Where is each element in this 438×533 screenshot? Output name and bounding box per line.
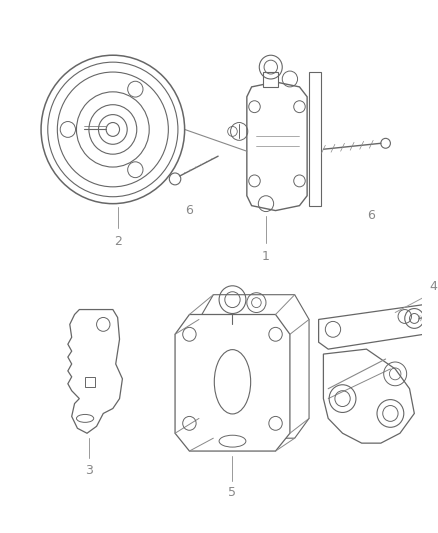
Text: 5: 5 [229, 486, 237, 499]
Text: 3: 3 [85, 464, 93, 478]
Polygon shape [199, 295, 309, 438]
Polygon shape [309, 72, 321, 206]
Ellipse shape [214, 350, 251, 414]
Bar [263, 72, 279, 87]
Polygon shape [247, 82, 307, 211]
Ellipse shape [219, 435, 246, 447]
Polygon shape [323, 349, 414, 443]
Polygon shape [68, 310, 122, 433]
Text: 6: 6 [185, 204, 193, 217]
Ellipse shape [77, 415, 94, 422]
Text: 1: 1 [262, 249, 270, 263]
Polygon shape [175, 314, 290, 451]
Polygon shape [318, 304, 431, 349]
Text: 2: 2 [114, 235, 122, 248]
Text: 4: 4 [430, 280, 438, 293]
Text: 6: 6 [367, 209, 375, 222]
Polygon shape [85, 377, 95, 387]
